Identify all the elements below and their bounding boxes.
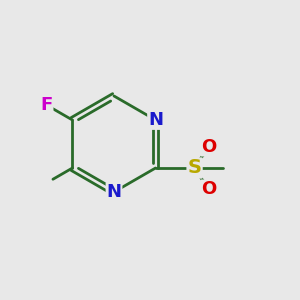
Text: O: O: [201, 180, 217, 198]
Text: N: N: [148, 111, 163, 129]
Text: O: O: [201, 138, 217, 156]
Text: N: N: [106, 183, 122, 201]
Text: S: S: [188, 158, 202, 178]
Text: F: F: [40, 96, 52, 114]
